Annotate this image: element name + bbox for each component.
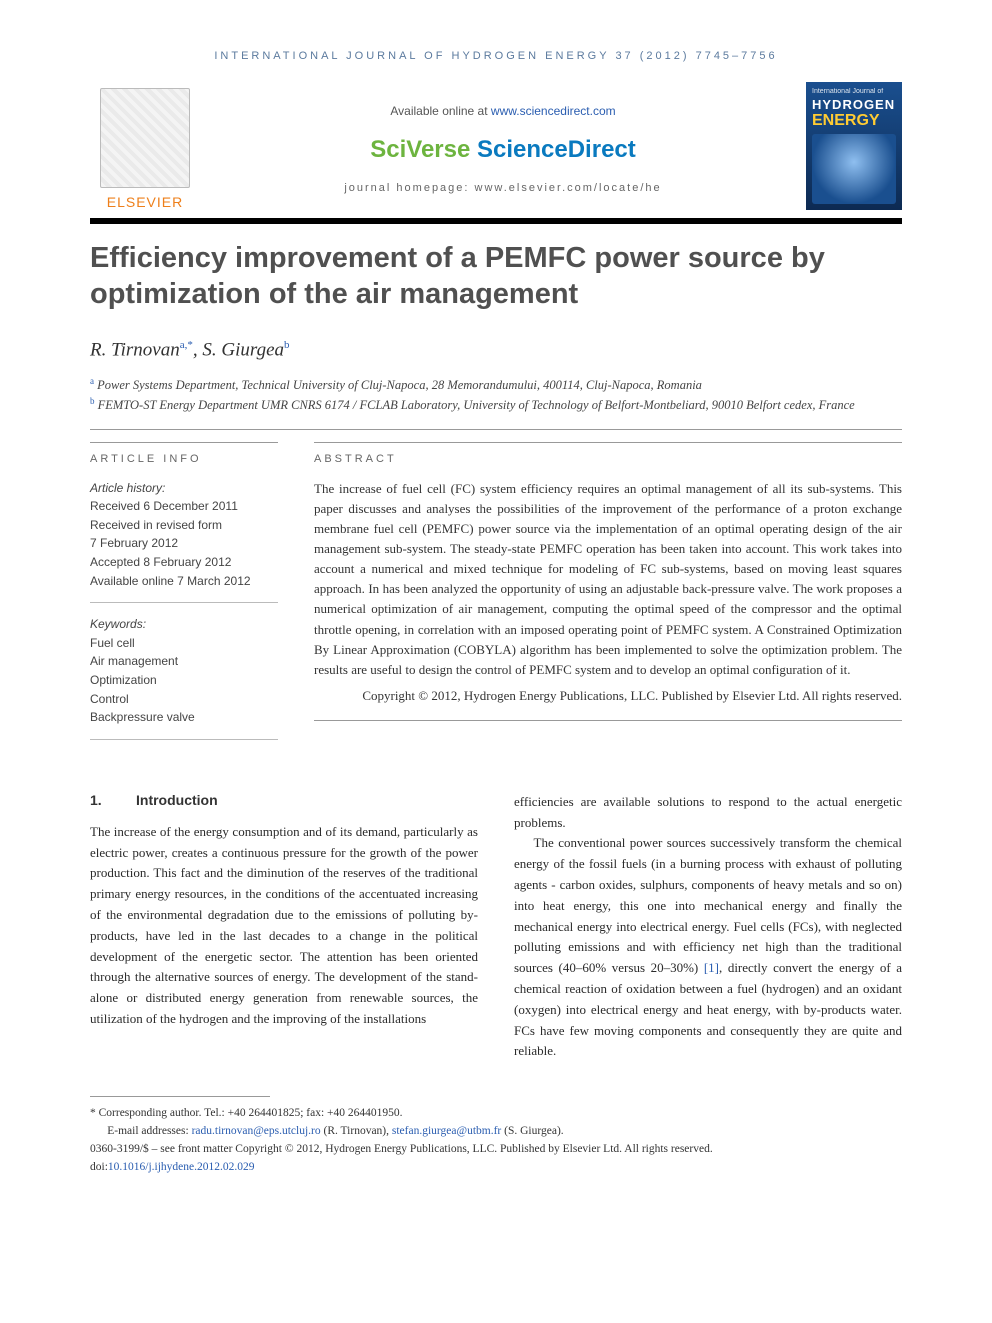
cover-energy: ENERGY bbox=[812, 112, 896, 130]
author-1-affil-marks: a,* bbox=[180, 339, 193, 351]
footnote-rule bbox=[90, 1096, 270, 1097]
history-line: Accepted 8 February 2012 bbox=[90, 553, 278, 572]
body-two-column: 1.Introduction The increase of the energ… bbox=[90, 792, 902, 1062]
author-separator: , bbox=[193, 339, 203, 360]
author-2-email-link[interactable]: stefan.giurgea@utbm.fr bbox=[392, 1125, 501, 1137]
body-paragraph: efficiencies are available solutions to … bbox=[514, 792, 902, 834]
abstract-heading: ABSTRACT bbox=[314, 442, 902, 465]
section-number: 1. bbox=[90, 792, 136, 808]
keyword: Air management bbox=[90, 652, 278, 671]
author-1: R. Tirnovan bbox=[90, 339, 180, 360]
keyword: Fuel cell bbox=[90, 634, 278, 653]
abstract-bottom-rule bbox=[314, 720, 902, 721]
intro-right-text: efficiencies are available solutions to … bbox=[514, 792, 902, 1062]
available-prefix: Available online at bbox=[390, 104, 491, 118]
history-line: Received in revised form bbox=[90, 516, 278, 535]
publisher-logo-block: ELSEVIER bbox=[90, 82, 200, 210]
section-title: Introduction bbox=[136, 792, 218, 808]
abstract-column: ABSTRACT The increase of fuel cell (FC) … bbox=[314, 442, 902, 752]
keyword: Backpressure valve bbox=[90, 708, 278, 727]
footnotes-block: * Corresponding author. Tel.: +40 264401… bbox=[90, 1105, 902, 1176]
elsevier-tree-icon bbox=[100, 88, 190, 188]
history-label: Article history: bbox=[90, 479, 278, 498]
author-2-affil-marks: b bbox=[284, 339, 290, 351]
email1-who: (R. Tirnovan), bbox=[321, 1125, 392, 1137]
affiliation-a: a Power Systems Department, Technical Un… bbox=[90, 375, 902, 395]
author-1-email-link[interactable]: radu.tirnovan@eps.utcluj.ro bbox=[192, 1125, 321, 1137]
article-history-block: Article history: Received 6 December 201… bbox=[90, 479, 278, 591]
cover-art-icon bbox=[812, 134, 896, 204]
cover-hydrogen: HYDROGEN bbox=[812, 97, 896, 112]
masthead: ELSEVIER Available online at www.science… bbox=[90, 82, 902, 210]
abstract-copyright: Copyright © 2012, Hydrogen Energy Public… bbox=[314, 686, 902, 706]
body-paragraph: The conventional power sources successiv… bbox=[514, 833, 902, 1062]
affil-b-text: FEMTO-ST Energy Department UMR CNRS 6174… bbox=[95, 398, 855, 412]
intro-left-text: The increase of the energy consumption a… bbox=[90, 822, 478, 1030]
keywords-block: Keywords: Fuel cell Air management Optim… bbox=[90, 615, 278, 727]
info-divider bbox=[90, 739, 278, 740]
email2-who: (S. Giurgea). bbox=[501, 1125, 563, 1137]
abstract-text: The increase of fuel cell (FC) system ef… bbox=[314, 479, 902, 680]
article-info-column: ARTICLE INFO Article history: Received 6… bbox=[90, 442, 278, 752]
elsevier-wordmark: ELSEVIER bbox=[107, 194, 183, 210]
keywords-label: Keywords: bbox=[90, 615, 278, 634]
sciverse-sciencedirect-logo: SciVerse ScienceDirect bbox=[370, 136, 636, 164]
front-matter-line: 0360-3199/$ – see front matter Copyright… bbox=[90, 1141, 902, 1159]
affiliation-b: b FEMTO-ST Energy Department UMR CNRS 61… bbox=[90, 395, 902, 415]
sciencedirect-link[interactable]: www.sciencedirect.com bbox=[491, 104, 616, 118]
title-separator-bar bbox=[90, 218, 902, 224]
doi-line: doi:10.1016/j.ijhydene.2012.02.029 bbox=[90, 1159, 902, 1177]
keyword: Optimization bbox=[90, 671, 278, 690]
body-column-left: 1.Introduction The increase of the energ… bbox=[90, 792, 478, 1062]
affiliations-block: a Power Systems Department, Technical Un… bbox=[90, 375, 902, 415]
sciencedirect-word: ScienceDirect bbox=[477, 136, 636, 163]
para-pre-ref: The conventional power sources successiv… bbox=[514, 835, 902, 975]
body-column-right: efficiencies are available solutions to … bbox=[514, 792, 902, 1062]
authors-line: R. Tirnovana,*, S. Giurgeab bbox=[90, 339, 902, 361]
affil-bottom-rule bbox=[90, 429, 902, 430]
journal-homepage-line: journal homepage: www.elsevier.com/locat… bbox=[344, 182, 661, 194]
sciverse-word: SciVerse bbox=[370, 136, 477, 163]
email-line: E-mail addresses: radu.tirnovan@eps.utcl… bbox=[90, 1123, 902, 1141]
available-online-line: Available online at www.sciencedirect.co… bbox=[390, 104, 615, 118]
history-line: Received 6 December 2011 bbox=[90, 497, 278, 516]
corresponding-author-line: * Corresponding author. Tel.: +40 264401… bbox=[90, 1105, 902, 1123]
info-abstract-row: ARTICLE INFO Article history: Received 6… bbox=[90, 442, 902, 752]
journal-cover-thumbnail: International Journal of HYDROGEN ENERGY bbox=[806, 82, 902, 210]
keyword: Control bbox=[90, 690, 278, 709]
article-info-heading: ARTICLE INFO bbox=[90, 442, 278, 465]
affil-a-text: Power Systems Department, Technical Univ… bbox=[94, 378, 702, 392]
citation-link-1[interactable]: [1] bbox=[704, 960, 719, 975]
info-divider bbox=[90, 602, 278, 603]
author-2: S. Giurgea bbox=[202, 339, 284, 360]
history-line: Available online 7 March 2012 bbox=[90, 572, 278, 591]
masthead-center: Available online at www.sciencedirect.co… bbox=[216, 82, 790, 210]
paper-title: Efficiency improvement of a PEMFC power … bbox=[90, 240, 902, 313]
running-head: INTERNATIONAL JOURNAL OF HYDROGEN ENERGY… bbox=[90, 50, 902, 62]
email-label: E-mail addresses: bbox=[107, 1125, 191, 1137]
spacer bbox=[90, 758, 902, 792]
history-line: 7 February 2012 bbox=[90, 534, 278, 553]
body-paragraph: The increase of the energy consumption a… bbox=[90, 822, 478, 1030]
cover-subtitle: International Journal of bbox=[812, 88, 896, 95]
doi-link[interactable]: 10.1016/j.ijhydene.2012.02.029 bbox=[108, 1161, 255, 1173]
section-1-heading: 1.Introduction bbox=[90, 792, 478, 808]
doi-prefix: doi: bbox=[90, 1161, 108, 1173]
